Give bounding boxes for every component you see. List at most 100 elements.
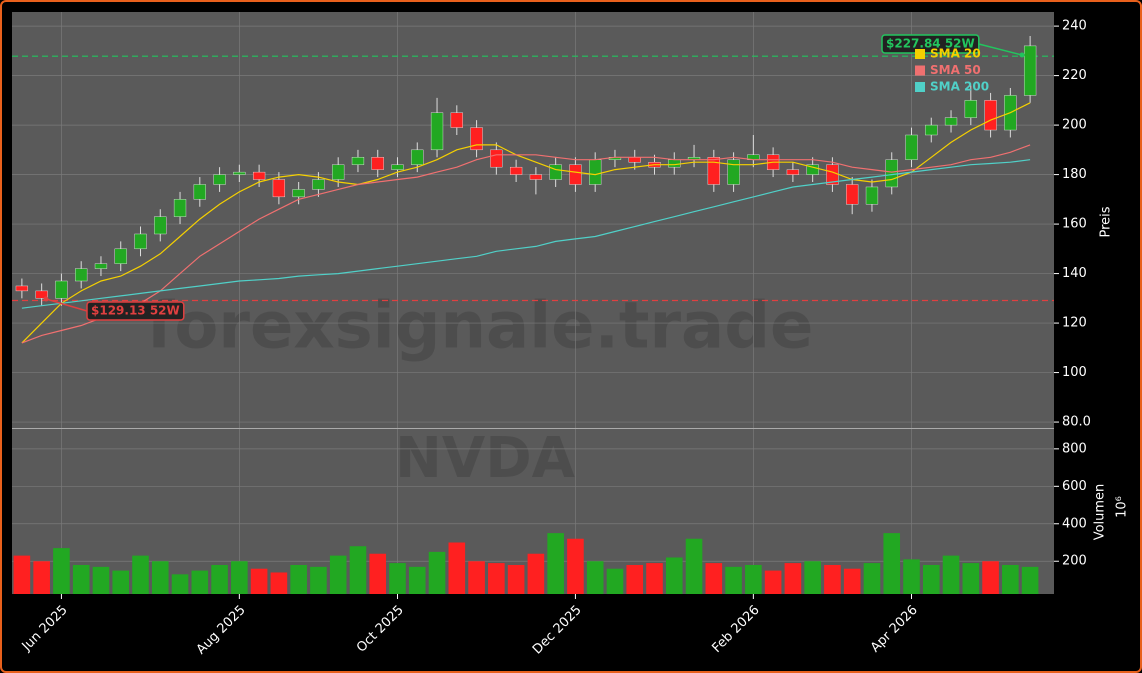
volume-bar — [843, 568, 861, 594]
price-panel — [12, 12, 1054, 428]
volume-bar — [547, 533, 564, 594]
volume-bar — [863, 563, 881, 594]
x-tick-label: Apr 2026 — [868, 603, 921, 656]
legend-label: SMA 50 — [930, 63, 981, 77]
volume-bar — [290, 564, 307, 594]
candle-body — [134, 233, 147, 250]
volume-bar — [646, 563, 663, 594]
candle-body — [628, 157, 641, 163]
volume-bar — [13, 555, 31, 594]
candle-body — [312, 179, 325, 190]
candle-body — [786, 169, 800, 175]
candle-body — [15, 285, 29, 292]
sma-line — [21, 144, 1031, 344]
level-arrow-head — [1019, 52, 1025, 58]
candle-body — [430, 112, 444, 151]
candle-body — [964, 100, 977, 118]
candle-body — [272, 179, 286, 198]
volume-bar — [191, 570, 209, 594]
candle-body — [351, 157, 365, 165]
volume-bar — [468, 561, 485, 594]
candle-body — [114, 248, 127, 264]
candle-body — [589, 159, 602, 185]
volume-bar — [527, 553, 545, 594]
level-arrow — [45, 298, 88, 312]
volume-bar — [53, 548, 70, 594]
volume-bar — [488, 563, 505, 594]
volume-bar — [369, 553, 387, 594]
candle-body — [75, 268, 88, 282]
volume-bar — [250, 568, 268, 594]
candle-body — [846, 184, 859, 205]
volume-bar — [329, 555, 347, 594]
volume-offset-label: 10⁶ — [1115, 496, 1130, 518]
legend-label: SMA 200 — [930, 80, 989, 94]
candle-body — [905, 134, 918, 160]
candle-body — [569, 164, 582, 185]
candle-body — [292, 189, 305, 198]
candle-body — [668, 159, 681, 168]
volume-bar — [606, 568, 624, 594]
volume-bar — [626, 564, 644, 594]
y-tick-label: 600 — [1062, 479, 1087, 494]
candle-body — [509, 166, 523, 175]
candle-body — [727, 159, 740, 185]
volume-bar — [903, 559, 920, 594]
volume-bar — [725, 566, 742, 594]
volume-bar — [448, 542, 466, 594]
y-tick-label: 800 — [1062, 441, 1087, 456]
candle-body — [450, 112, 463, 128]
candle-body — [371, 157, 384, 170]
legend-label: SMA 20 — [930, 47, 981, 61]
candle-body — [549, 164, 562, 180]
candle-body — [984, 100, 997, 131]
symbol-watermark: NVDA — [395, 426, 576, 491]
volume-bar — [784, 563, 802, 594]
x-tick-label: Jun 2025 — [19, 603, 71, 655]
volume-bar — [92, 566, 110, 594]
y-tick-label: 80.0 — [1062, 415, 1091, 430]
volume-bar — [132, 555, 149, 594]
candle-body — [411, 149, 424, 165]
volume-bar — [804, 561, 821, 594]
y-tick-label: 160 — [1062, 217, 1087, 232]
candle-body — [233, 171, 246, 175]
volume-axis-label: Volumen — [1093, 484, 1108, 541]
x-tick-label: Dec 2025 — [530, 603, 585, 658]
level-label: $129.13 52W — [91, 304, 180, 318]
legend-swatch — [915, 82, 925, 92]
volume-bar — [586, 561, 604, 594]
volume-bar — [1002, 564, 1019, 594]
candle-body — [490, 149, 503, 168]
volume-bar — [764, 570, 782, 594]
volume-bar — [705, 563, 723, 594]
sma-line — [21, 102, 1031, 344]
volume-bar — [567, 538, 584, 594]
level-arrow — [978, 43, 1023, 56]
volume-bar — [33, 561, 50, 594]
candle-body — [213, 174, 226, 185]
candle-body — [154, 216, 167, 235]
legend-swatch — [915, 49, 925, 59]
candle-body — [707, 157, 720, 185]
volume-bar — [270, 572, 288, 594]
candle-body — [470, 127, 483, 151]
volume-bar — [962, 563, 980, 594]
volume-bar — [507, 564, 525, 594]
volume-bar — [824, 564, 841, 594]
volume-bar — [922, 564, 940, 594]
x-tick-label: Aug 2025 — [194, 603, 249, 658]
volume-bar — [72, 564, 90, 594]
volume-bar — [389, 563, 406, 594]
volume-bar — [685, 538, 703, 594]
candle-body — [193, 184, 206, 200]
y-tick-label: 220 — [1062, 68, 1087, 83]
volume-bar — [231, 561, 248, 594]
candle-body — [865, 186, 879, 205]
watermark: forexsignale.trade — [147, 290, 814, 364]
y-tick-label: 200 — [1062, 118, 1087, 133]
volume-bar — [942, 555, 960, 594]
candle-body — [252, 171, 266, 180]
volume-bar — [112, 570, 130, 594]
candle-body — [944, 117, 958, 126]
